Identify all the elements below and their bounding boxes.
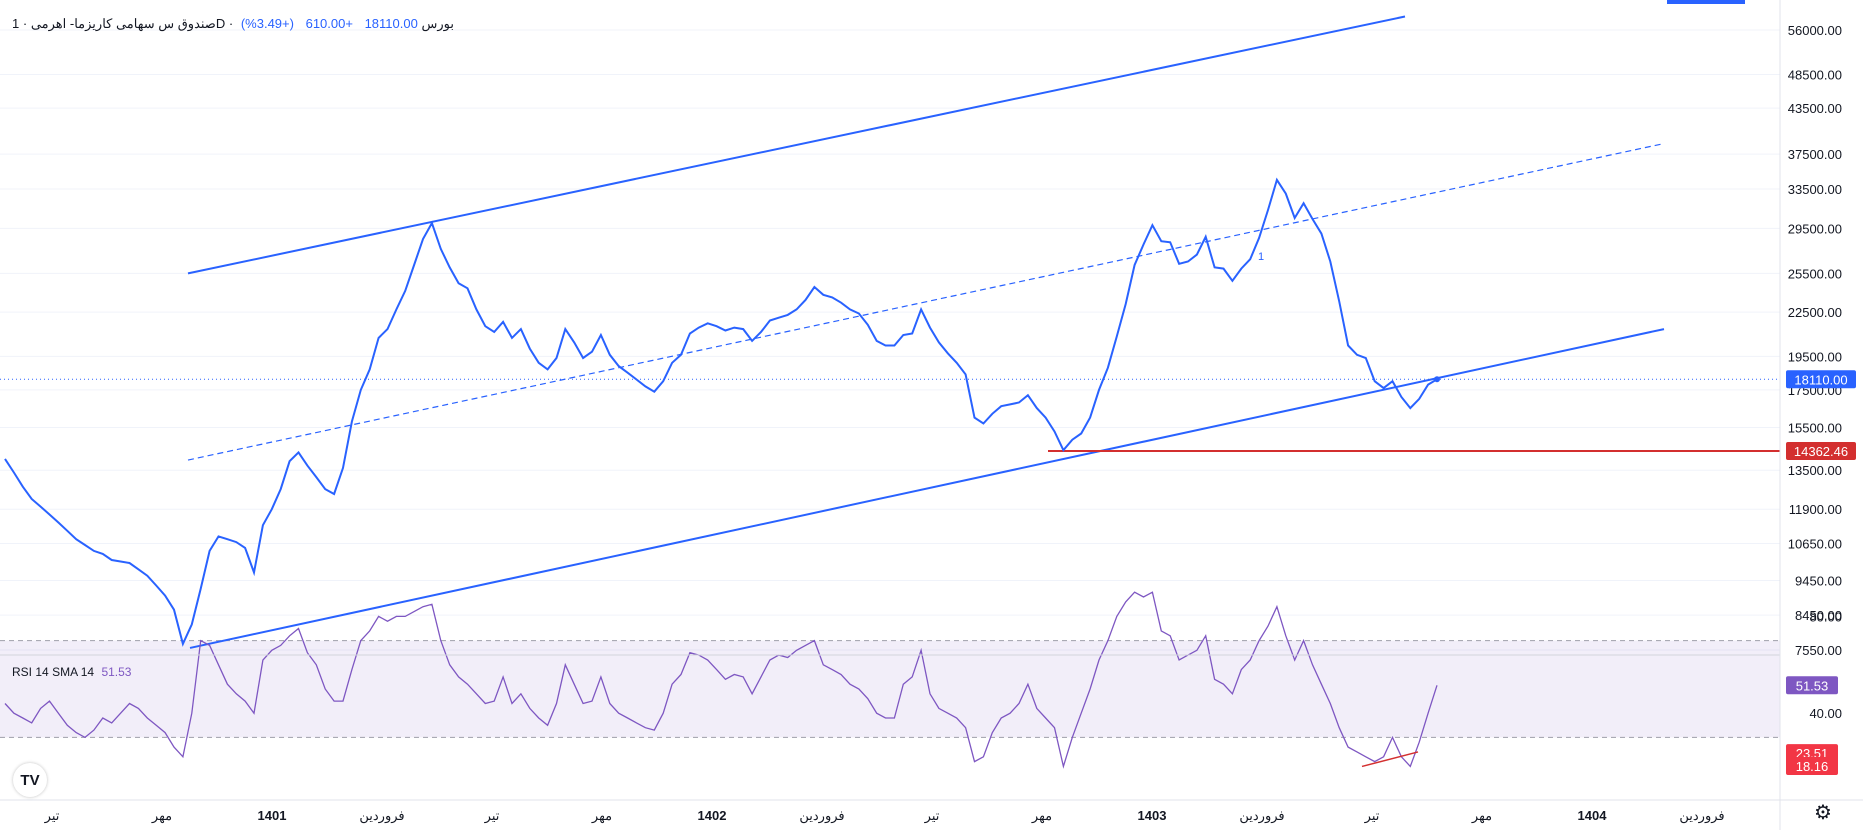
time-tick-label: مهر	[1031, 808, 1052, 824]
price-tick-label: 37500.00	[1788, 147, 1842, 162]
time-tick-label: تیر	[1364, 808, 1380, 824]
chart-grid	[0, 29, 1780, 651]
time-tick-label: مهر	[1471, 808, 1492, 824]
time-tick-label: مهر	[591, 808, 612, 824]
time-tick-label: فروردین	[1679, 808, 1724, 824]
price-tick-label: 7550.00	[1795, 643, 1842, 658]
median-channel-line	[187, 142, 1665, 461]
time-tick-label: 1401	[258, 808, 287, 823]
support-level-badge	[1786, 442, 1856, 461]
toolbar-active-tab[interactable]	[1667, 0, 1745, 4]
upper-channel-line	[187, 15, 1406, 275]
rsi-ma2-badge-text: 18.16	[1796, 759, 1829, 774]
symbol-header[interactable]: صندوق س سهامی کاریزما- اهرمی · 1D · بورس…	[12, 16, 454, 32]
annotation-label: 1	[1258, 251, 1264, 263]
change-value: +610.00	[305, 16, 353, 31]
time-tick-label: 1403	[1138, 808, 1167, 823]
price-tick-label: 9450.00	[1795, 574, 1842, 589]
rsi-value-badge	[1786, 676, 1838, 695]
time-tick-label: فروردین	[1239, 808, 1284, 824]
price-badges: 18110.00 14362.46	[1786, 370, 1856, 461]
time-tick-label: تیر	[924, 808, 940, 824]
price-tick-label: 19500.00	[1788, 349, 1842, 364]
time-tick-label: 1404	[1578, 808, 1608, 823]
tradingview-logo-icon[interactable]: TV	[13, 763, 47, 797]
interval-label: 1D	[12, 16, 226, 31]
price-line	[4, 177, 1438, 647]
lower-channel-line	[189, 328, 1665, 649]
price-tick-label: 15500.00	[1788, 420, 1842, 435]
rsi-line	[4, 591, 1438, 769]
price-tick-label: 56000.00	[1788, 23, 1842, 38]
rsi-band	[0, 640, 1780, 738]
time-tick-label: مهر	[151, 808, 172, 824]
rsi-header[interactable]: RSI 14 SMA 14 51.53	[12, 665, 131, 679]
price-tick-label: 10650.00	[1788, 537, 1842, 552]
rsi-band-fill	[0, 640, 1780, 738]
price-tick-label: 48500.00	[1788, 67, 1842, 82]
gear-icon[interactable]: ⚙	[1814, 802, 1832, 824]
rsi-tick-label: 80.00	[1809, 609, 1842, 624]
change-pct: (+3.49%)	[240, 16, 294, 31]
price-axis: 56000.00 48500.00 43500.00 37500.00 33500.00…	[1788, 23, 1842, 658]
time-tick-label: تیر	[44, 808, 60, 824]
rsi-value: 51.53	[101, 665, 132, 679]
rsi-ma-length: 14	[80, 665, 95, 679]
price-tick-label: 43500.00	[1788, 101, 1842, 116]
close-value: 18110.00	[364, 16, 418, 31]
price-tick-label: 11900.00	[1789, 502, 1842, 517]
price-series	[4, 177, 1440, 647]
rsi-length: 14	[35, 665, 49, 679]
symbol-name: صندوق س سهامی کاریزما- اهرمی	[30, 16, 216, 31]
last-price-badge	[1786, 370, 1856, 389]
rsi-name: RSI	[12, 665, 33, 679]
exchange-label: بورس	[421, 16, 454, 31]
time-tick-label: تیر	[484, 808, 500, 824]
time-tick-label: فروردین	[359, 808, 404, 824]
support-level-badge-text: 14362.46	[1794, 444, 1848, 459]
time-tick-label: فروردین	[799, 808, 844, 824]
price-tick-label: 29500.00	[1788, 221, 1842, 236]
header-sep: ·	[22, 16, 28, 31]
time-tick-label: 1402	[698, 808, 727, 823]
time-axis: تیر مهر 1401 فروردین تیر مهر 1402 فروردین تیر مهر…	[44, 808, 1725, 824]
rsi-value-badge-text: 51.53	[1796, 678, 1829, 693]
rsi-divergence-line	[1361, 751, 1419, 768]
price-tick-label: 25500.00	[1788, 266, 1842, 281]
rsi-ma2-badge	[1786, 757, 1838, 776]
price-tick-label: 13500.00	[1788, 463, 1842, 478]
last-price-badge-text: 18110.00	[1794, 372, 1847, 387]
last-price-dot	[1434, 376, 1440, 383]
rsi-series	[4, 591, 1438, 769]
rsi-tick-label: 40.00	[1809, 706, 1842, 721]
price-tick-label: 22500.00	[1788, 305, 1842, 320]
price-tick-label: 8450.00	[1795, 608, 1842, 623]
rsi-ma-type: SMA	[52, 665, 78, 679]
price-tick-label: 33500.00	[1788, 182, 1842, 197]
channel-lines: 1	[0, 15, 1780, 649]
header-sep-2: ·	[228, 16, 234, 31]
